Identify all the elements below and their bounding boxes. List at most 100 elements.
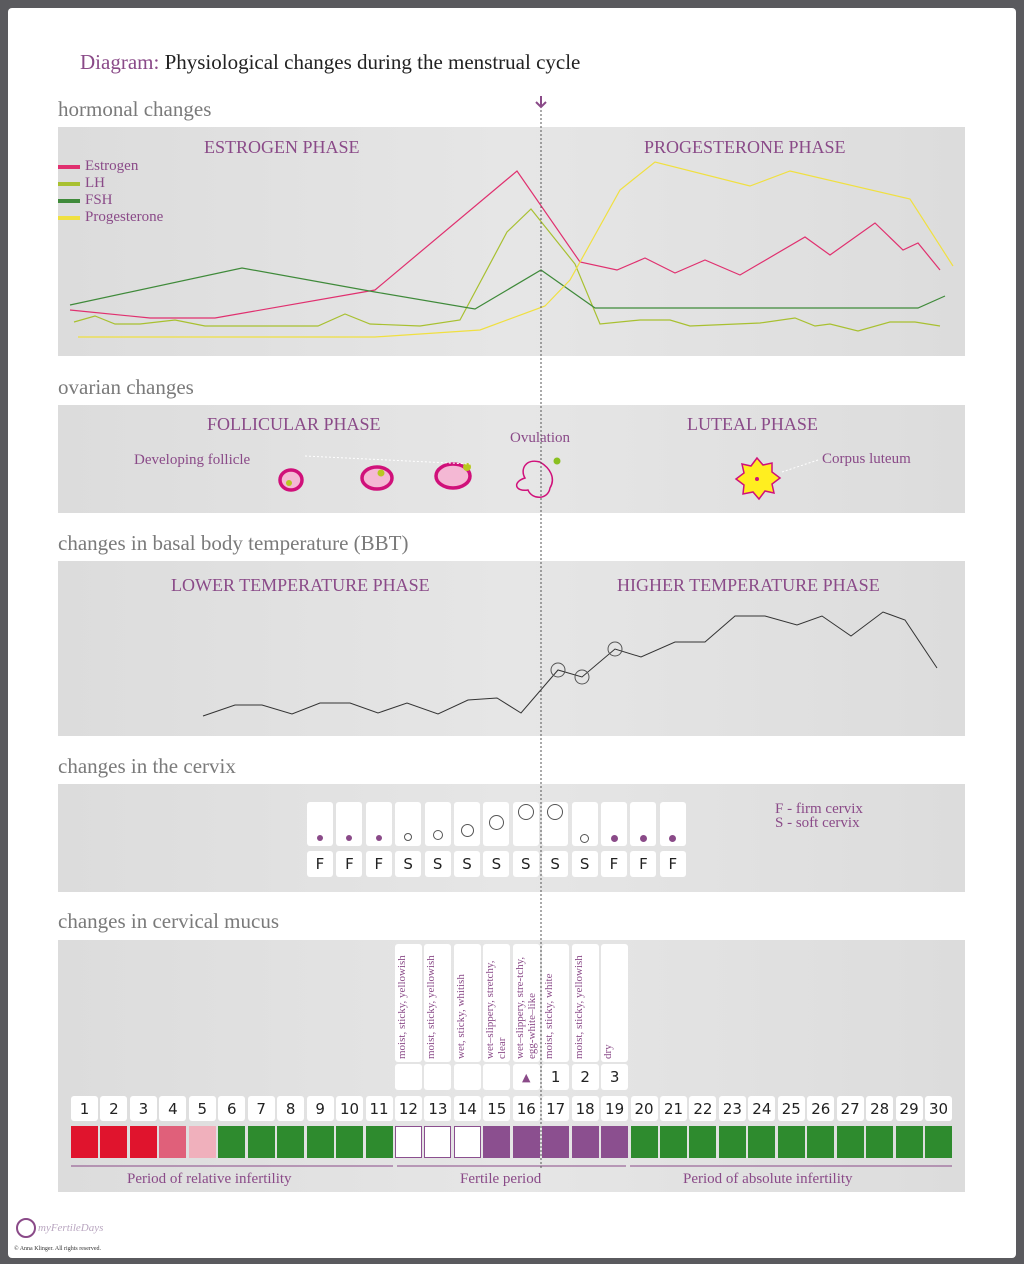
open-os-circle-icon <box>488 814 504 830</box>
closed-os-dot-icon <box>639 834 647 842</box>
cervix-position-box <box>659 802 686 846</box>
cervix-position-box <box>395 802 422 846</box>
legend-item: FSH <box>58 192 163 209</box>
cervix-letter: F <box>630 851 657 877</box>
bbt-heading: changes in basal body temperature (BBT) <box>58 531 409 555</box>
ovarian-panel <box>58 405 965 513</box>
cervix-position-box <box>542 802 569 846</box>
day-status-cell <box>277 1126 305 1158</box>
open-os-circle-icon <box>404 833 413 841</box>
cervix-position-box <box>454 802 480 846</box>
cervix-position-box <box>307 802 333 846</box>
cycle-day-number: 28 <box>866 1096 894 1121</box>
legend-item: LH <box>58 175 163 192</box>
cervix-position-box <box>601 802 627 846</box>
higher-temp-phase-label: HIGHER TEMPERATURE PHASE <box>617 575 880 595</box>
legend-swatch <box>58 181 80 186</box>
day-status-cell <box>866 1126 894 1158</box>
cervix-letter: S <box>454 851 480 877</box>
cervix-letter: F <box>307 851 333 877</box>
cervix-position-box <box>336 802 363 846</box>
follicle-1-icon <box>278 468 304 492</box>
page-title: Diagram: Physiological changes during th… <box>80 50 580 75</box>
cervix-position-box <box>571 802 598 846</box>
day-status-cell <box>336 1126 364 1158</box>
cycle-day-number: 19 <box>601 1096 629 1121</box>
day-status-cell <box>836 1126 864 1158</box>
mucus-description-box: moist, sticky, yellowish <box>571 944 599 1062</box>
cervix-position-box <box>512 802 539 846</box>
cycle-day-number: 23 <box>718 1096 746 1121</box>
closed-os-dot-icon <box>610 834 618 842</box>
cervix-letter: F <box>659 851 686 877</box>
cycle-day-number: 26 <box>807 1096 835 1121</box>
logo-text: myFertileDays <box>38 1222 104 1234</box>
day-status-cell <box>306 1126 334 1158</box>
cycle-day-number: 7 <box>247 1096 275 1121</box>
title-prefix: Diagram: <box>80 50 160 74</box>
mucus-description-box: wet–slippery, stre-tchy, egg-white–like <box>512 944 540 1062</box>
mucus-description-box: wet, sticky, whitish <box>453 944 481 1062</box>
day-status-cell <box>247 1126 275 1158</box>
day-status-cell <box>394 1126 422 1158</box>
title-text: Physiological changes during the menstru… <box>164 50 581 74</box>
cervix-legend: F - firm cervix S - soft cervix <box>775 802 863 831</box>
cycle-day-number: 24 <box>748 1096 776 1121</box>
day-status-cell <box>512 1126 540 1158</box>
cervix-heading: changes in the cervix <box>58 754 236 778</box>
cervix-letter: S <box>571 851 598 877</box>
follicular-phase-label: FOLLICULAR PHASE <box>207 414 381 434</box>
cervix-letter: F <box>601 851 627 877</box>
day-status-cell <box>777 1126 805 1158</box>
cycle-day-number: 4 <box>159 1096 187 1121</box>
cervix-letter: S <box>483 851 510 877</box>
follicle-2-icon <box>360 465 394 491</box>
bbt-rise-circle <box>550 662 566 678</box>
day-status-cell <box>188 1126 216 1158</box>
peak-day-marker: 2 <box>571 1064 599 1090</box>
peak-day-marker <box>483 1064 511 1090</box>
ovulation-arrow-icon <box>535 96 547 109</box>
peak-day-marker <box>424 1064 452 1090</box>
cervix-letter: F <box>336 851 363 877</box>
cycle-day-number: 29 <box>895 1096 923 1121</box>
cycle-day-number: 12 <box>394 1096 422 1121</box>
cervix-position-box <box>424 802 451 846</box>
cycle-day-number: 10 <box>336 1096 364 1121</box>
logo-ring-icon <box>16 1218 36 1238</box>
cycle-day-number: 17 <box>542 1096 570 1121</box>
open-os-circle-icon <box>547 804 564 820</box>
ovarian-heading: ovarian changes <box>58 375 194 399</box>
ovulation-label: Ovulation <box>510 430 570 446</box>
bbt-curve <box>202 611 938 717</box>
cervix-position-box <box>630 802 657 846</box>
mucus-heading: changes in cervical mucus <box>58 909 279 933</box>
cycle-day-number: 30 <box>925 1096 953 1121</box>
day-status-cell <box>424 1126 452 1158</box>
legend-soft: S - soft cervix <box>775 815 860 831</box>
day-status-cell <box>453 1126 481 1158</box>
legend-label: FSH <box>85 192 113 208</box>
day-status-cell <box>571 1126 599 1158</box>
peak-day-marker: 3 <box>601 1064 629 1090</box>
hormone-curves <box>69 161 954 338</box>
progesterone-curve <box>78 161 954 338</box>
cycle-day-number: 3 <box>129 1096 157 1121</box>
legend-swatch <box>58 198 80 203</box>
mucus-description-box: dry <box>601 944 629 1062</box>
legend-item: Progesterone <box>58 209 163 226</box>
day-status-cell <box>483 1126 511 1158</box>
bbt-line <box>202 611 938 717</box>
legend-swatch <box>58 215 80 220</box>
cervix-position-box <box>365 802 392 846</box>
period-absolute-infertility: Period of absolute infertility <box>683 1171 853 1187</box>
legend-swatch <box>58 164 80 169</box>
closed-os-dot-icon <box>346 835 353 841</box>
cycle-day-number: 1 <box>71 1096 98 1121</box>
day-status-cell <box>630 1126 658 1158</box>
cycle-day-number: 25 <box>777 1096 805 1121</box>
cycle-day-number: 15 <box>483 1096 511 1121</box>
cycle-day-number: 16 <box>512 1096 540 1121</box>
lower-temp-phase-label: LOWER TEMPERATURE PHASE <box>171 575 430 595</box>
estrogen-curve <box>69 170 941 319</box>
